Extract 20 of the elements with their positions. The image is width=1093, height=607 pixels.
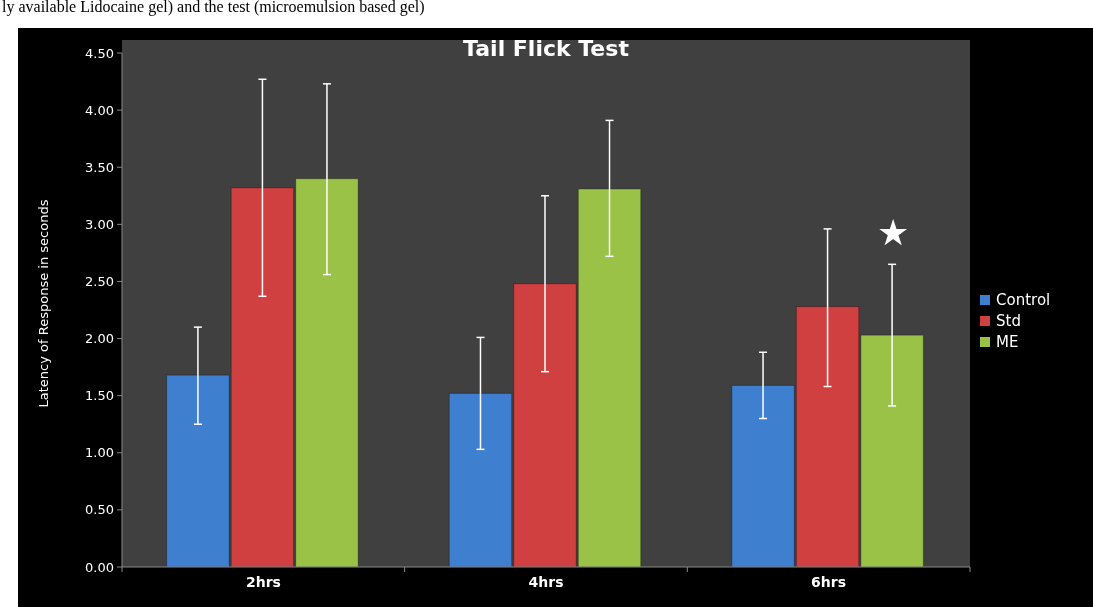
legend-label: Control	[996, 291, 1051, 310]
x-tick-label: 6hrs	[811, 574, 847, 590]
legend-label: ME	[996, 333, 1019, 352]
y-tick-label: 2.50	[85, 273, 114, 289]
x-tick-label: 4hrs	[528, 574, 564, 590]
y-tick-label: 0.00	[85, 559, 114, 575]
y-tick-label: 4.00	[85, 102, 114, 118]
y-tick-label: 0.50	[85, 502, 114, 518]
y-axis-title: Latency of Response in seconds	[36, 199, 51, 408]
x-tick-label: 2hrs	[245, 574, 281, 590]
y-tick-label: 1.00	[85, 445, 114, 461]
y-tick-label: 1.50	[85, 388, 114, 404]
annotation: ★	[876, 211, 910, 253]
chart-title: Tail Flick Test	[463, 36, 630, 61]
y-tick-label: 3.50	[85, 159, 114, 175]
y-tick-label: 4.50	[85, 45, 114, 61]
y-tick-label: 3.00	[85, 216, 114, 232]
text: ly available Lidocaine gel) and the test (microemulsion based gel)	[2, 0, 425, 16]
legend-label: Std	[996, 312, 1021, 331]
y-tick-label: 2.00	[85, 331, 114, 347]
